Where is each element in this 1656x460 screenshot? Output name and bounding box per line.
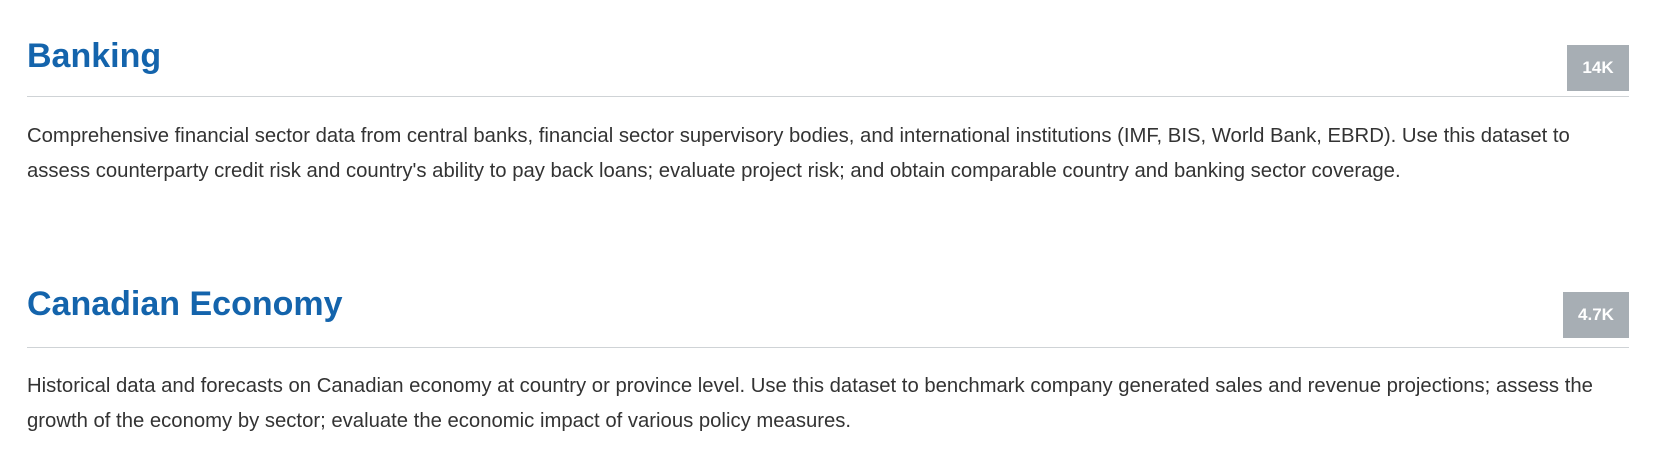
dataset-count-badge: 4.7K [1563,292,1629,338]
dataset-count-badge: 14K [1567,45,1629,91]
dataset-item-banking: Banking 14K Comprehensive financial sect… [27,0,1629,189]
dataset-title-link[interactable]: Canadian Economy [27,285,343,323]
dataset-description: Historical data and forecasts on Canadia… [27,375,1593,432]
dataset-description: Comprehensive financial sector data from… [27,125,1570,182]
dataset-header: Banking 14K [27,0,1629,97]
dataset-item-canadian-economy: Canadian Economy 4.7K Historical data an… [27,250,1629,439]
dataset-title-link[interactable]: Banking [27,37,162,75]
dataset-header: Canadian Economy 4.7K [27,250,1629,348]
